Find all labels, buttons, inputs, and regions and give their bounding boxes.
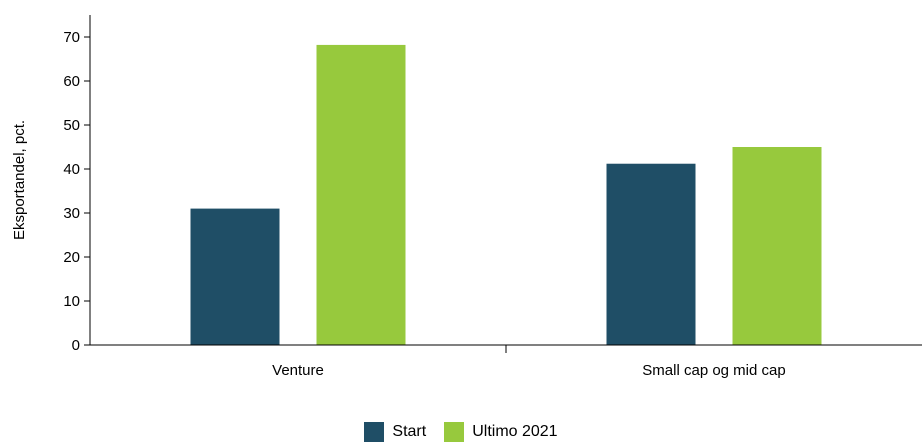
y-tick-label-2: 20 (63, 249, 80, 266)
y-tick-label-1: 10 (63, 293, 80, 310)
y-tick-label-5: 50 (63, 117, 80, 134)
legend-swatch-1 (444, 422, 465, 442)
x-tick-label-1: Small cap og mid cap (642, 362, 785, 379)
x-tick-label-0: Venture (272, 362, 324, 379)
y-tick-label-3: 30 (63, 205, 80, 222)
bar-ultimo-2021-0 (316, 44, 406, 346)
y-tick-label-7: 70 (63, 29, 80, 46)
x-ticks-group: Venture Small cap og mid cap (272, 345, 786, 379)
legend-item-0: Start (364, 422, 426, 442)
legend: Start Ultimo 2021 (0, 420, 922, 444)
bars-group (190, 44, 822, 346)
legend-swatch-0 (364, 422, 385, 442)
y-tick-label-6: 60 (63, 73, 80, 90)
y-axis-label: Eksportandel, pct. (11, 120, 28, 240)
legend-label-1: Ultimo 2021 (472, 423, 558, 440)
bar-ultimo-2021-1 (732, 147, 822, 345)
y-tick-label-4: 40 (63, 161, 80, 178)
legend-item-1: Ultimo 2021 (444, 422, 558, 442)
bar-start-0 (190, 208, 280, 345)
legend-label-0: Start (392, 423, 427, 440)
y-tick-label-0: 0 (72, 337, 80, 354)
y-ticks-group: 0 10 20 30 40 50 60 70 (63, 29, 90, 354)
bar-start-1 (606, 163, 696, 345)
